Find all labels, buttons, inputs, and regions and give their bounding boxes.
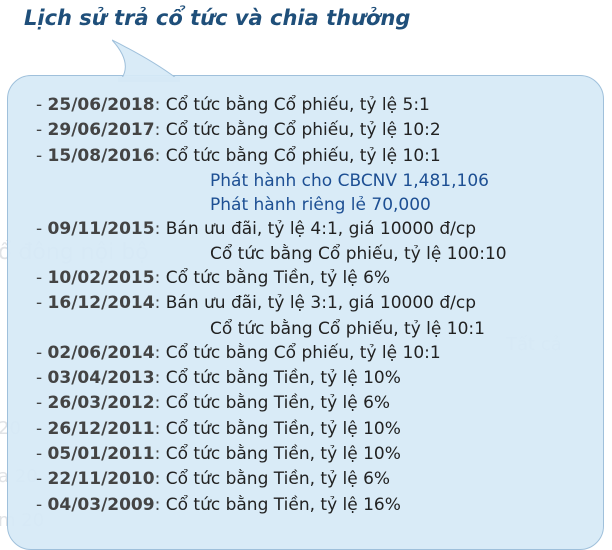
dividend-entry: - 29/06/2017: Cổ tức bằng Cổ phiếu, tỷ l… xyxy=(36,118,507,143)
entry-bullet: - xyxy=(36,443,48,464)
entry-separator: : xyxy=(154,95,166,115)
dividend-history-list: - 25/06/2018: Cổ tức bằng Cổ phiếu, tỷ l… xyxy=(36,93,507,518)
dividend-entry: - 25/06/2018: Cổ tức bằng Cổ phiếu, tỷ l… xyxy=(36,93,507,118)
entry-bullet: - xyxy=(36,494,48,515)
entry-date: 09/11/2015 xyxy=(47,218,155,239)
entry-separator: : xyxy=(154,393,166,414)
entry-detail: Phát hành cho CBCNV 1,481,106 xyxy=(210,170,489,191)
entry-bullet: - xyxy=(36,393,48,414)
entry-date: 26/03/2012 xyxy=(47,393,155,414)
entry-separator: : xyxy=(154,218,166,239)
entry-bullet: - xyxy=(36,293,48,314)
entry-bullet: - xyxy=(36,268,48,289)
entry-date: 25/06/2018 xyxy=(47,95,155,115)
dividend-entry: - 10/02/2015: Cổ tức bằng Tiền, tỷ lệ 6% xyxy=(36,266,507,291)
entry-bullet: - xyxy=(36,95,48,115)
entry-separator: : xyxy=(154,368,166,389)
entry-separator: : xyxy=(154,494,166,515)
entry-separator: : xyxy=(154,120,166,141)
entry-date: 03/04/2013 xyxy=(47,368,155,389)
dividend-history-tooltip xyxy=(7,39,604,550)
entry-description: Cổ tức bằng Tiền, tỷ lệ 16% xyxy=(165,494,401,515)
dividend-entry: - 03/04/2013: Cổ tức bằng Tiền, tỷ lệ 10… xyxy=(36,366,507,391)
dividend-entry: - 09/11/2015: Bán ưu đãi, tỷ lệ 4:1, giá… xyxy=(36,217,507,242)
entry-date: 26/12/2011 xyxy=(47,418,155,439)
entry-description: Cổ tức bằng Tiền, tỷ lệ 10% xyxy=(165,368,401,389)
entry-detail: Cổ tức bằng Cổ phiếu, tỷ lệ 10:1 xyxy=(210,318,485,339)
entry-separator: : xyxy=(154,443,166,464)
entry-description: Bán ưu đãi, tỷ lệ 4:1, giá 10000 đ/cp xyxy=(165,218,477,239)
entry-separator: : xyxy=(154,293,166,314)
entry-date: 05/01/2011 xyxy=(47,443,155,464)
entry-separator: : xyxy=(154,145,166,166)
entry-separator: : xyxy=(154,469,166,490)
entry-description: Cổ tức bằng Cổ phiếu, tỷ lệ 10:1 xyxy=(165,145,441,166)
entry-bullet: - xyxy=(36,368,48,389)
entry-bullet: - xyxy=(36,418,48,439)
dividend-entry: - 16/12/2014: Bán ưu đãi, tỷ lệ 3:1, giá… xyxy=(36,291,507,316)
entry-separator: : xyxy=(154,418,166,439)
entry-date: 29/06/2017 xyxy=(47,120,155,141)
entry-date: 22/11/2010 xyxy=(47,469,155,490)
entry-description: Cổ tức bằng Cổ phiếu, tỷ lệ 5:1 xyxy=(165,95,430,115)
entry-description: Cổ tức bằng Tiền, tỷ lệ 6% xyxy=(165,393,391,414)
entry-description: Cổ tức bằng Tiền, tỷ lệ 6% xyxy=(165,469,391,490)
entry-bullet: - xyxy=(36,120,48,141)
entry-separator: : xyxy=(154,342,166,363)
tooltip-title: Lịch sử trả cổ tức và chia thưởng xyxy=(24,6,411,30)
entry-detail: Phát hành riêng lẻ 70,000 xyxy=(210,194,431,215)
entry-bullet: - xyxy=(36,469,48,490)
entry-description: Cổ tức bằng Cổ phiếu, tỷ lệ 10:1 xyxy=(165,342,441,363)
entry-description: Cổ tức bằng Tiền, tỷ lệ 10% xyxy=(165,418,401,439)
entry-description: Cổ tức bằng Cổ phiếu, tỷ lệ 10:2 xyxy=(165,120,441,141)
dividend-entry: - 15/08/2016: Cổ tức bằng Cổ phiếu, tỷ l… xyxy=(36,144,507,169)
dividend-entry: - 05/01/2011: Cổ tức bằng Tiền, tỷ lệ 10… xyxy=(36,442,507,467)
dividend-entry: - 02/06/2014: Cổ tức bằng Cổ phiếu, tỷ l… xyxy=(36,341,507,366)
entry-date: 16/12/2014 xyxy=(47,293,155,314)
entry-bullet: - xyxy=(36,218,48,239)
entry-date: 04/03/2009 xyxy=(47,494,155,515)
entry-description: Cổ tức bằng Tiền, tỷ lệ 6% xyxy=(165,268,391,289)
dividend-entry: - 22/11/2010: Cổ tức bằng Tiền, tỷ lệ 6% xyxy=(36,467,507,492)
entry-bullet: - xyxy=(36,145,48,166)
entry-date: 15/08/2016 xyxy=(47,145,155,166)
dividend-entry: - 26/12/2011: Cổ tức bằng Tiền, tỷ lệ 10… xyxy=(36,417,507,442)
entry-separator: : xyxy=(154,268,166,289)
entry-bullet: - xyxy=(36,342,48,363)
dividend-entry: - 04/03/2009: Cổ tức bằng Tiền, tỷ lệ 16… xyxy=(36,493,507,518)
entry-detail: Cổ tức bằng Cổ phiếu, tỷ lệ 100:10 xyxy=(210,244,507,265)
dividend-entry: - 26/03/2012: Cổ tức bằng Tiền, tỷ lệ 6% xyxy=(36,391,507,416)
entry-date: 10/02/2015 xyxy=(47,268,155,289)
tooltip-pointer-icon xyxy=(112,39,180,82)
entry-description: Bán ưu đãi, tỷ lệ 3:1, giá 10000 đ/cp xyxy=(165,293,477,314)
entry-date: 02/06/2014 xyxy=(47,342,155,363)
entry-description: Cổ tức bằng Tiền, tỷ lệ 10% xyxy=(165,443,401,464)
